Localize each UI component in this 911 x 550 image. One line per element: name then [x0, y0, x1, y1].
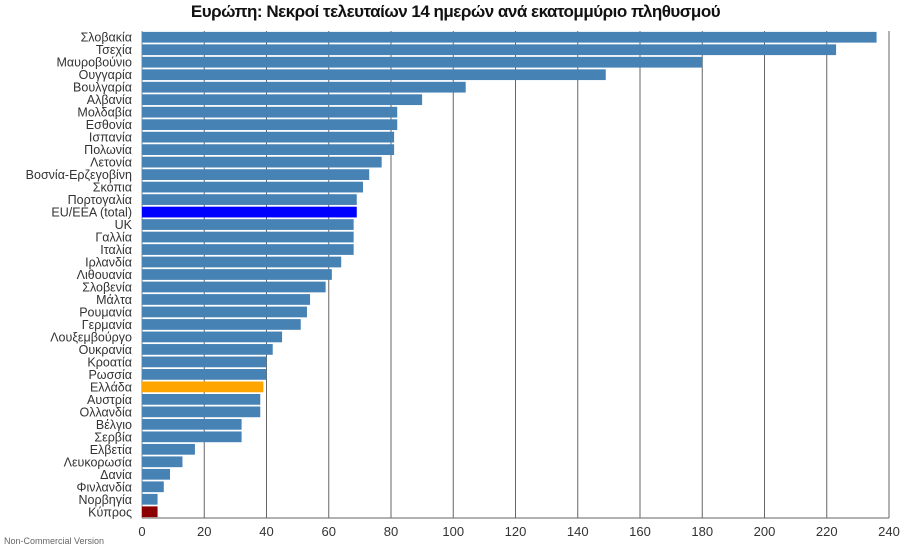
bar [142, 418, 242, 430]
bar [142, 481, 164, 493]
bar [142, 269, 332, 280]
bar [142, 406, 261, 418]
x-tick-label: 200 [754, 524, 776, 539]
x-tick-label: 220 [816, 524, 838, 539]
bar [142, 56, 703, 68]
category-label: Ουγγαρία [79, 68, 132, 82]
category-labels: ΣλοβακίαΤσεχίαΜαυροβούνιοΟυγγαρίαΒουλγαρ… [26, 31, 133, 520]
x-tick-label: 140 [567, 524, 589, 539]
bar [142, 344, 273, 355]
x-tick-label: 120 [505, 524, 527, 539]
category-label: Σκόπια [93, 181, 132, 195]
category-label: Ολλανδία [80, 405, 132, 419]
chart-title: Ευρώπη: Νεκροί τελευταίων 14 ημερών ανά … [190, 2, 721, 21]
bars [142, 31, 877, 518]
category-label: Τσεχία [96, 43, 132, 57]
category-label: UK [115, 218, 133, 232]
bar [142, 506, 158, 518]
bar [142, 69, 606, 81]
category-label: Ρωσσία [88, 368, 132, 382]
category-label: Πορτογαλία [68, 193, 132, 207]
category-label: Αλβανία [87, 93, 132, 107]
bar [142, 381, 264, 393]
bar [142, 194, 357, 205]
bar [142, 281, 326, 293]
category-label: Ισπανία [89, 131, 132, 145]
category-label: Λιθουανία [77, 268, 132, 282]
category-label: Κροατία [87, 355, 132, 369]
category-label: Νορβηγία [79, 493, 133, 507]
category-label: Σλοβακία [81, 31, 132, 45]
x-tick-label: 160 [629, 524, 651, 539]
bar [142, 131, 395, 143]
category-label: Λουξεμβούργο [50, 330, 132, 344]
bar [142, 231, 354, 243]
bar [142, 156, 382, 168]
bar [142, 493, 158, 505]
category-label: Ιρλανδία [85, 256, 132, 270]
x-axis: 0 20 40 60 80 100 120 140 160 180 200 220 240 [138, 517, 900, 539]
category-label: Εσθονία [86, 118, 132, 132]
category-label: Γερμανία [82, 318, 132, 332]
category-label: EU/EEA (total) [51, 206, 132, 220]
bar [142, 81, 466, 93]
category-label: Αυστρία [87, 393, 132, 407]
category-label: Φινλανδία [77, 480, 133, 494]
category-label: Σλοβενία [82, 280, 132, 294]
bar [142, 468, 171, 480]
bar [142, 319, 301, 330]
category-label: Λευκορωσία [64, 455, 132, 469]
bar [142, 369, 267, 380]
category-label: Βοσνία-Ερζεγοβίνη [26, 168, 132, 182]
category-label: Πολωνία [84, 143, 132, 157]
bar [142, 206, 357, 218]
bar [142, 144, 395, 155]
category-label: Σερβία [94, 430, 132, 444]
bar [142, 306, 307, 318]
category-label: Δανία [100, 468, 132, 482]
bar [142, 44, 837, 56]
bar [142, 94, 423, 106]
category-label: Λετονία [90, 156, 132, 170]
category-label: Μαυροβούνιο [57, 56, 133, 70]
x-tick-label: 100 [442, 524, 464, 539]
bar [142, 331, 283, 343]
footer-note: Non-Commercial Version [4, 536, 105, 546]
x-tick-label: 60 [322, 524, 336, 539]
bar [142, 106, 398, 118]
x-tick-label: 40 [259, 524, 273, 539]
category-label: Ουκρανία [79, 343, 132, 357]
bar [142, 181, 363, 193]
x-tick-label: 80 [384, 524, 398, 539]
x-tick-label: 20 [197, 524, 211, 539]
bar [142, 219, 354, 230]
x-tick-label: 240 [878, 524, 900, 539]
bar [142, 356, 267, 368]
category-label: Ιταλία [100, 243, 132, 257]
bar [142, 394, 261, 405]
bar [142, 443, 195, 455]
bar [142, 456, 183, 468]
bar [142, 169, 370, 180]
category-label: Βουλγαρία [73, 81, 132, 95]
category-label: Βέλγιο [96, 418, 132, 432]
bar [142, 119, 398, 131]
category-label: Ελλάδα [90, 380, 132, 394]
bar [142, 431, 242, 443]
category-label: Ελβετία [90, 443, 132, 457]
category-label: Μολδαβία [77, 106, 132, 120]
bar [142, 31, 877, 43]
bar [142, 244, 354, 255]
bar [142, 294, 311, 305]
x-tick-label: 0 [138, 524, 145, 539]
category-label: Γαλλία [95, 231, 132, 245]
category-label: Κύπρος [88, 505, 132, 519]
category-label: Μάλτα [96, 293, 132, 307]
bar [142, 256, 342, 268]
category-label: Ρουμανία [79, 305, 132, 319]
x-tick-label: 180 [691, 524, 713, 539]
